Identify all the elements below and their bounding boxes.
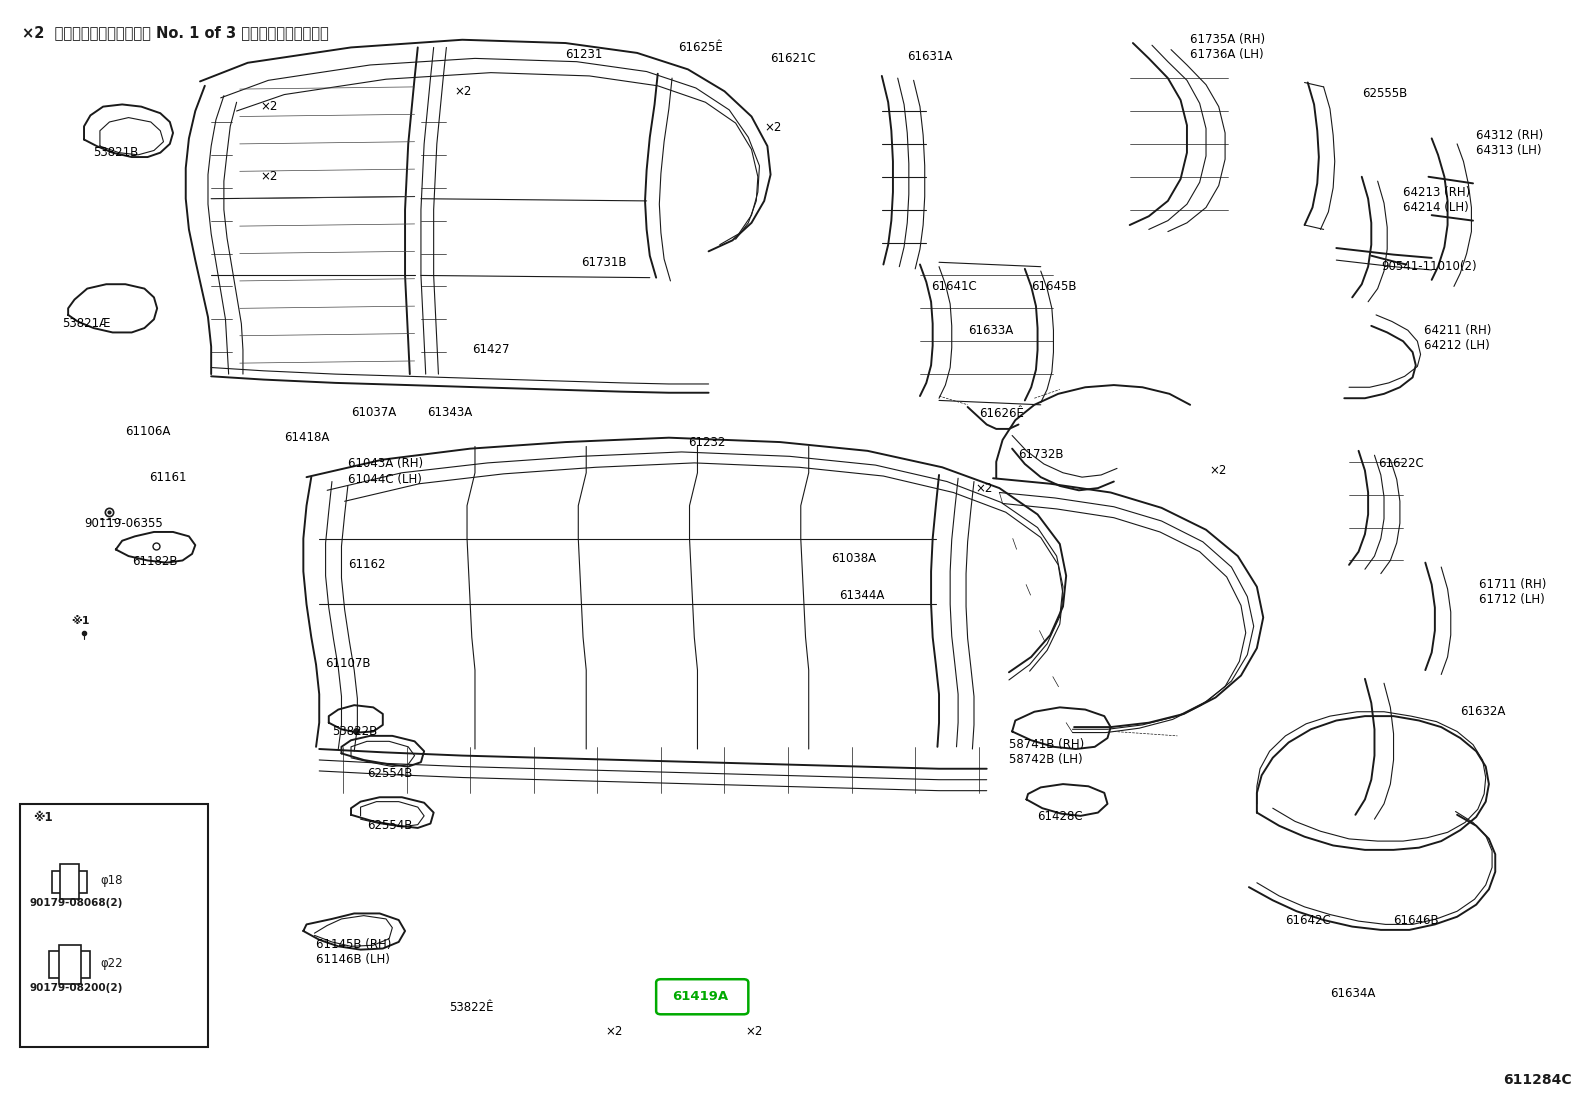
Bar: [60, 864, 80, 899]
Text: 64212 (LH): 64212 (LH): [1423, 340, 1490, 352]
Text: 53821Æ: 53821Æ: [62, 318, 110, 330]
Text: 61428C: 61428C: [1038, 810, 1083, 823]
Text: 61146B (LH): 61146B (LH): [317, 953, 390, 966]
Text: 61107B: 61107B: [326, 657, 371, 670]
Text: φ22: φ22: [100, 956, 123, 969]
Text: 90179-08068(2): 90179-08068(2): [30, 898, 123, 908]
Text: 61621C: 61621C: [771, 52, 817, 65]
Text: 64312 (RH): 64312 (RH): [1476, 129, 1543, 142]
Text: ×2: ×2: [745, 1025, 763, 1039]
Text: 58742B (LH): 58742B (LH): [1009, 754, 1083, 766]
Text: 61427: 61427: [471, 344, 509, 356]
Text: 61632A: 61632A: [1460, 706, 1506, 719]
Bar: [53, 870, 88, 892]
Bar: [59, 945, 81, 985]
Text: 90119-06355: 90119-06355: [84, 517, 162, 530]
Text: 61145B (RH): 61145B (RH): [317, 937, 392, 951]
Text: ×2: ×2: [764, 121, 782, 134]
Text: 61161: 61161: [150, 470, 186, 484]
Text: 64211 (RH): 64211 (RH): [1423, 324, 1492, 336]
Text: 62554B: 62554B: [366, 767, 412, 779]
Text: ×2: ×2: [605, 1025, 622, 1039]
Text: 61735A (RH): 61735A (RH): [1191, 33, 1266, 46]
Text: 61182B: 61182B: [132, 555, 177, 568]
Text: ※1: ※1: [72, 617, 89, 626]
Text: 611284C: 611284C: [1503, 1073, 1571, 1087]
Text: 61162: 61162: [347, 558, 385, 571]
Text: 61037A: 61037A: [350, 406, 396, 419]
Text: 61634A: 61634A: [1329, 987, 1375, 1000]
Text: 61044C (LH): 61044C (LH): [347, 473, 422, 486]
Text: 61642C: 61642C: [1285, 913, 1331, 926]
Text: 62554B: 62554B: [366, 819, 412, 832]
Text: 90541-11010(2): 90541-11010(2): [1380, 260, 1476, 274]
Text: 61631A: 61631A: [907, 49, 952, 63]
Text: 61625Ê: 61625Ê: [678, 41, 723, 54]
Text: 64214 (LH): 64214 (LH): [1403, 201, 1469, 214]
Text: 90179-08200(2): 90179-08200(2): [30, 983, 123, 992]
Text: 62555B: 62555B: [1361, 87, 1407, 100]
Text: 61106A: 61106A: [126, 424, 170, 437]
Bar: [21, 803, 209, 1047]
Text: 58741B (RH): 58741B (RH): [1009, 739, 1084, 751]
Text: ※1: ※1: [33, 811, 53, 824]
Text: ×2  アウタパネルはイラスト No. 1 of 3 を参照してください。: ×2 アウタパネルはイラスト No. 1 of 3 を参照してください。: [22, 25, 330, 41]
Text: 61646B: 61646B: [1393, 913, 1439, 926]
Text: 61231: 61231: [565, 47, 603, 60]
Text: 53822Ê: 53822Ê: [449, 1001, 494, 1014]
Text: 53822B: 53822B: [333, 725, 377, 737]
Text: 61633A: 61633A: [968, 324, 1013, 336]
Text: 61419A: 61419A: [672, 990, 728, 1003]
Text: ×2: ×2: [261, 170, 279, 184]
Text: φ18: φ18: [100, 874, 123, 887]
Text: 64213 (RH): 64213 (RH): [1403, 186, 1471, 199]
Text: 61043A (RH): 61043A (RH): [347, 457, 423, 470]
Bar: [49, 952, 91, 978]
Text: 61344A: 61344A: [839, 589, 884, 602]
Text: 61641C: 61641C: [931, 280, 977, 293]
Text: 64313 (LH): 64313 (LH): [1476, 144, 1541, 157]
Text: 61038A: 61038A: [831, 552, 876, 565]
Text: 61736A (LH): 61736A (LH): [1191, 47, 1264, 60]
Text: ×2: ×2: [261, 100, 279, 113]
Text: ×2: ×2: [454, 85, 471, 98]
Text: 61645B: 61645B: [1032, 280, 1076, 293]
Text: 61232: 61232: [688, 435, 726, 448]
Text: 53821B: 53821B: [94, 146, 139, 159]
Text: ×2: ×2: [1210, 464, 1226, 477]
Text: 61622C: 61622C: [1377, 457, 1423, 470]
Text: 61418A: 61418A: [285, 431, 330, 444]
Text: 61712 (LH): 61712 (LH): [1479, 593, 1546, 607]
Text: 61732B: 61732B: [1019, 447, 1063, 460]
Text: ×2: ×2: [976, 481, 993, 495]
Text: 61626Ê: 61626Ê: [979, 407, 1024, 420]
Text: 61731B: 61731B: [581, 256, 627, 269]
Text: 61343A: 61343A: [427, 406, 473, 419]
Text: 61711 (RH): 61711 (RH): [1479, 578, 1547, 591]
